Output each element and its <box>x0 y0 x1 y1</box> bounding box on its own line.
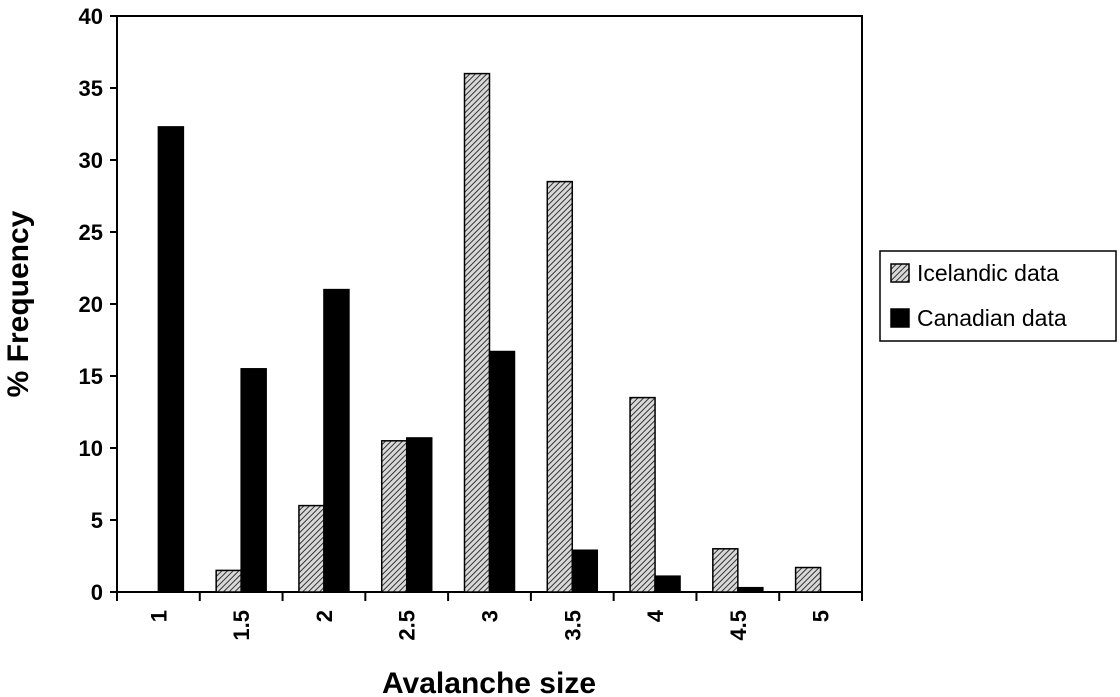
x-tick-label-4: 4 <box>643 609 668 622</box>
y-tick-label-40: 40 <box>79 4 103 29</box>
x-tick-label-1: 1 <box>146 610 171 622</box>
x-tick-label-1.5: 1.5 <box>229 610 254 641</box>
x-tick-label-3.5: 3.5 <box>560 610 585 641</box>
bar-icelandic-3.5 <box>546 180 574 593</box>
bar-canadian-4.5 <box>737 586 764 593</box>
x-tick-label-4.5: 4.5 <box>726 610 751 641</box>
bar-canadian-4 <box>654 575 681 593</box>
y-tick-label-10: 10 <box>79 436 103 461</box>
legend-box <box>879 250 1117 342</box>
legend-label-canadian: Canadian data <box>917 305 1067 331</box>
bar-icelandic-2 <box>298 504 325 593</box>
legend-swatch-icelandic <box>890 263 910 283</box>
x-axis-title: Avalanche size <box>382 667 596 697</box>
x-tick-label-2: 2 <box>312 610 337 622</box>
bar-canadian-1 <box>157 126 185 593</box>
legend: Icelandic data Canadian data <box>879 250 1117 342</box>
y-tick-label-20: 20 <box>79 292 103 317</box>
bar-icelandic-3 <box>463 72 491 593</box>
x-tick-label-2.5: 2.5 <box>395 610 420 641</box>
x-tick-label-3: 3 <box>478 610 503 622</box>
legend-label-icelandic: Icelandic data <box>917 260 1059 286</box>
bar-canadian-3.5 <box>571 549 599 593</box>
y-tick-label-35: 35 <box>79 76 103 101</box>
bar-canadian-1.5 <box>240 368 267 593</box>
bar-icelandic-4 <box>629 396 656 593</box>
bar-icelandic-2.5 <box>380 440 408 593</box>
bar-icelandic-5 <box>794 566 822 593</box>
bar-icelandic-1.5 <box>215 569 242 593</box>
y-tick-label-0: 0 <box>91 580 103 605</box>
x-tick-label-5: 5 <box>809 610 834 622</box>
y-tick-label-15: 15 <box>79 364 103 389</box>
y-tick-label-5: 5 <box>91 508 103 533</box>
y-axis-title: % Frequency <box>2 210 35 397</box>
bar-canadian-3 <box>488 350 516 593</box>
bar-icelandic-4.5 <box>712 548 739 593</box>
legend-swatch-canadian <box>890 308 910 328</box>
y-tick-label-30: 30 <box>79 148 103 173</box>
bar-canadian-2.5 <box>405 437 433 593</box>
bar-canadian-2 <box>323 288 350 593</box>
y-tick-label-25: 25 <box>79 220 103 245</box>
